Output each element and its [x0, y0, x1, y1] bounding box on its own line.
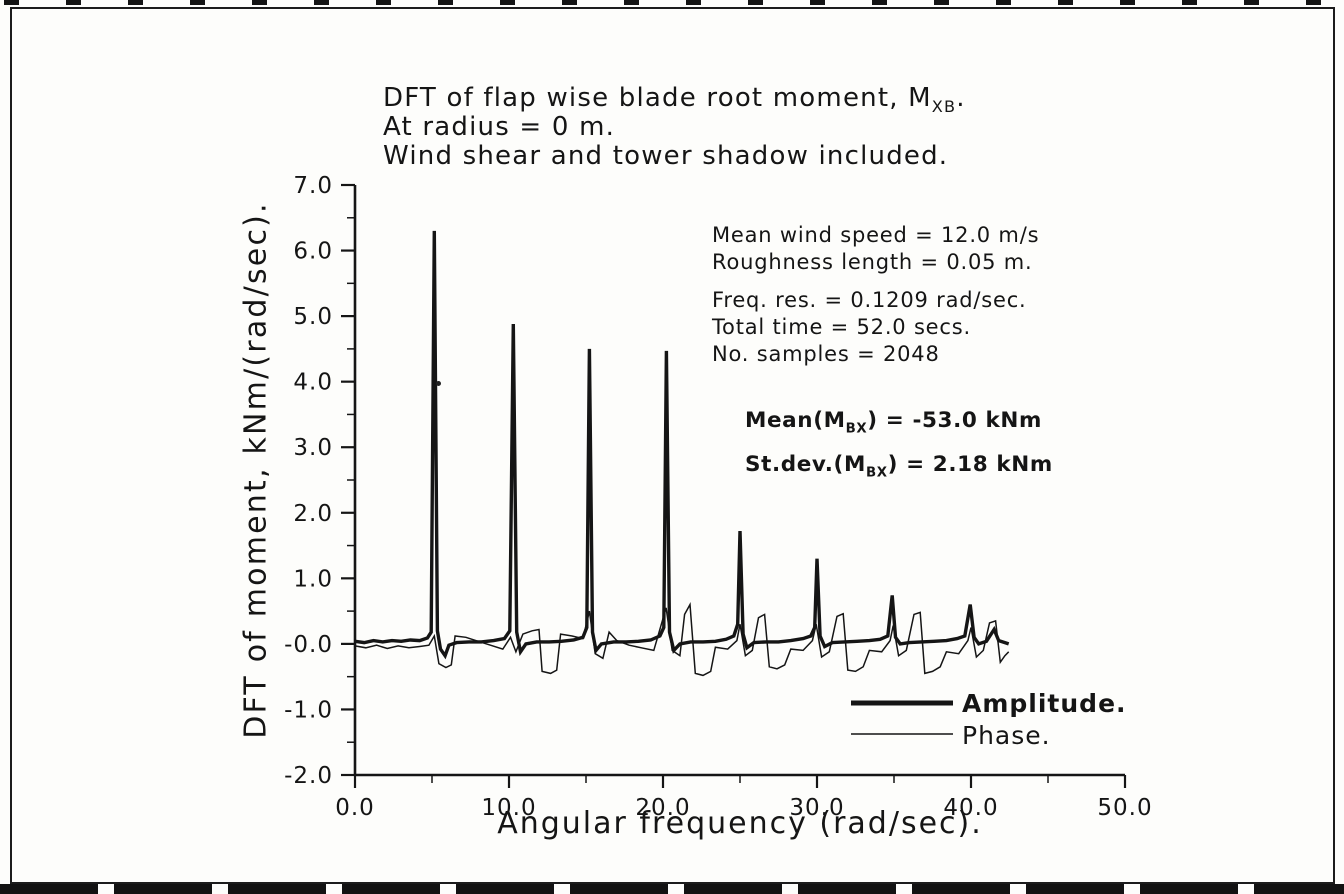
chart-title: DFT of flap wise blade root moment, MXB.…: [383, 84, 966, 171]
mean-wind-speed-text: Mean wind speed = 12.0 m/s: [712, 223, 1040, 247]
chart-title-line-1: DFT of flap wise blade root moment, MXB.: [383, 83, 966, 117]
sampling-annotation: Freq. res. = 0.1209 rad/sec. Total time …: [712, 287, 1027, 368]
x-axis-label: Angular frequency (rad/sec).: [497, 806, 983, 841]
freq-resolution-text: Freq. res. = 0.1209 rad/sec.: [712, 288, 1027, 312]
scan-artifact-top-edge: [4, 0, 1340, 5]
total-time-text: Total time = 52.0 secs.: [712, 315, 971, 339]
y-tick-label: -1.0: [284, 697, 333, 723]
mean-moment-annotation: Mean(MBX) = -53.0 kNm: [745, 408, 1043, 437]
y-tick-label: 2.0: [293, 501, 333, 527]
y-tick-label: 6.0: [293, 239, 333, 265]
x-tick-label: 30.0: [789, 795, 844, 821]
x-tick-label: 0.0: [335, 795, 375, 821]
phase-series: [354, 602, 1010, 677]
x-tick-label: 40.0: [943, 795, 998, 821]
num-samples-text: No. samples = 2048: [712, 342, 940, 366]
x-tick-label: 20.0: [635, 795, 690, 821]
y-tick-label: 5.0: [293, 304, 333, 330]
y-tick-label: 1.0: [293, 566, 333, 592]
legend-label-phase: Phase.: [962, 721, 1051, 750]
y-tick-label: 7.0: [293, 173, 333, 199]
legend-label-amplitude: Amplitude.: [962, 689, 1127, 718]
chart-title-line-3: Wind shear and tower shadow included.: [383, 141, 949, 171]
chart-title-line-2: At radius = 0 m.: [383, 112, 616, 142]
wind-conditions-annotation: Mean wind speed = 12.0 m/s Roughness len…: [712, 222, 1039, 276]
amplitude-series: [354, 230, 1010, 660]
figure-border-frame: [10, 7, 1335, 884]
y-tick-label: 3.0: [293, 435, 333, 461]
y-tick-label: -0.0: [284, 632, 333, 658]
roughness-length-text: Roughness length = 0.05 m.: [712, 250, 1033, 274]
x-tick-label: 10.0: [481, 795, 536, 821]
stdev-moment-annotation: St.dev.(MBX) = 2.18 kNm: [745, 452, 1053, 481]
scan-speckle: [436, 381, 441, 386]
y-axis-label: DFT of moment, kNm/(rad/sec).: [238, 201, 274, 739]
y-tick-label: -2.0: [284, 763, 333, 789]
y-tick-label: 4.0: [293, 370, 333, 396]
scan-artifact-bottom-edge: [0, 884, 1344, 894]
x-tick-label: 50.0: [1097, 795, 1152, 821]
